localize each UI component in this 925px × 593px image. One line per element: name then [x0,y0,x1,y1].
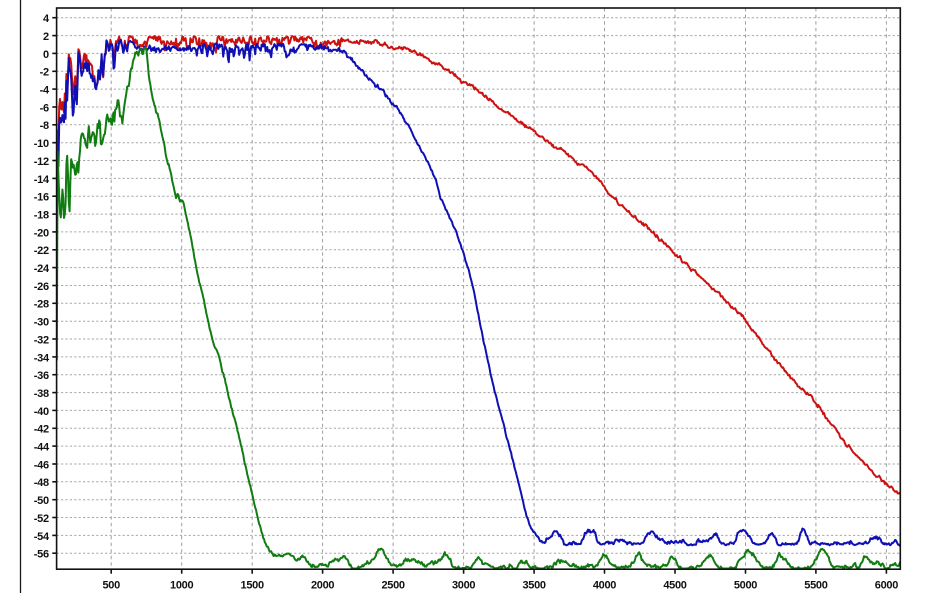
svg-text:5500: 5500 [804,580,827,592]
svg-text:1000: 1000 [170,580,193,592]
svg-text:6000: 6000 [875,580,898,592]
svg-text:-36: -36 [34,370,49,382]
svg-text:-22: -22 [34,245,49,257]
svg-text:4: 4 [43,13,50,25]
svg-text:3000: 3000 [452,580,475,592]
svg-text:500: 500 [102,580,120,592]
svg-text:-4: -4 [40,85,50,97]
svg-text:-6: -6 [40,102,49,114]
svg-text:-14: -14 [34,174,50,186]
svg-text:-52: -52 [34,513,49,525]
svg-text:3500: 3500 [522,580,545,592]
svg-text:-16: -16 [34,192,49,204]
svg-text:-28: -28 [34,299,49,311]
svg-text:0: 0 [43,49,49,61]
svg-text:-46: -46 [34,459,49,471]
svg-text:2: 2 [43,31,49,43]
svg-text:4000: 4000 [593,580,616,592]
svg-text:-12: -12 [34,156,49,168]
svg-text:2000: 2000 [311,580,334,592]
svg-text:1500: 1500 [241,580,264,592]
svg-text:-50: -50 [34,495,49,507]
svg-text:-56: -56 [34,549,49,561]
svg-text:-26: -26 [34,281,49,293]
svg-text:4500: 4500 [663,580,686,592]
svg-text:-54: -54 [34,531,50,543]
svg-text:-42: -42 [34,424,49,436]
svg-text:-34: -34 [34,352,50,364]
svg-text:2500: 2500 [381,580,404,592]
svg-text:5000: 5000 [734,580,757,592]
svg-text:-44: -44 [34,442,50,454]
svg-text:-30: -30 [34,317,49,329]
svg-text:-8: -8 [40,120,49,132]
svg-text:-40: -40 [34,406,49,418]
svg-text:-32: -32 [34,334,49,346]
svg-text:-18: -18 [34,210,49,222]
svg-text:-20: -20 [34,227,49,239]
svg-text:-24: -24 [34,263,50,275]
svg-text:-2: -2 [40,67,49,79]
svg-text:-48: -48 [34,477,49,489]
svg-text:-10: -10 [34,138,49,150]
svg-text:-38: -38 [34,388,49,400]
